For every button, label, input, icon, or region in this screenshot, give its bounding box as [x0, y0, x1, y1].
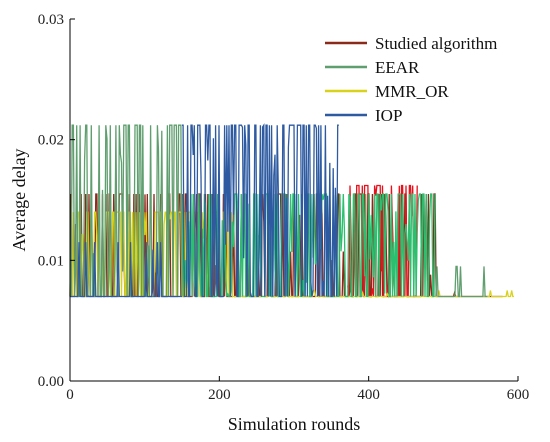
- y-tick-label: 0.03: [38, 12, 64, 28]
- x-ticks: 0 200 400 600: [66, 376, 529, 403]
- x-tick-label: 400: [357, 387, 380, 403]
- x-tick-label: 600: [507, 387, 530, 403]
- x-tick-label: 200: [208, 387, 231, 403]
- plot-marks: [69, 123, 514, 299]
- legend-label: IOP: [375, 106, 402, 125]
- legend-label: Studied algorithm: [375, 34, 497, 53]
- series-line-iop-segment-0: [182, 123, 339, 298]
- axes: [69, 19, 518, 382]
- series-line-iop-segment-1: [70, 242, 182, 298]
- y-tick-label: 0.02: [38, 133, 64, 149]
- legend-label: EEAR: [375, 58, 420, 77]
- legend-label: MMR_OR: [375, 82, 449, 101]
- y-ticks: 0.00 0.01 0.02 0.03: [38, 12, 75, 390]
- y-axis-title: Average delay: [9, 148, 29, 251]
- legend: Studied algorithm EEAR MMR_OR IOP: [325, 34, 497, 125]
- x-tick-label: 0: [66, 387, 74, 403]
- y-tick-label: 0.00: [38, 374, 64, 390]
- x-axis-title: Simulation rounds: [228, 414, 361, 434]
- y-tick-label: 0.01: [38, 253, 64, 269]
- series-line-eear-segment-2: [435, 265, 488, 298]
